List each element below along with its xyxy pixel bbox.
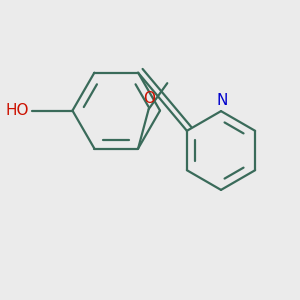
Text: N: N: [217, 93, 228, 108]
Text: HO: HO: [5, 103, 29, 118]
Text: O: O: [143, 91, 155, 106]
